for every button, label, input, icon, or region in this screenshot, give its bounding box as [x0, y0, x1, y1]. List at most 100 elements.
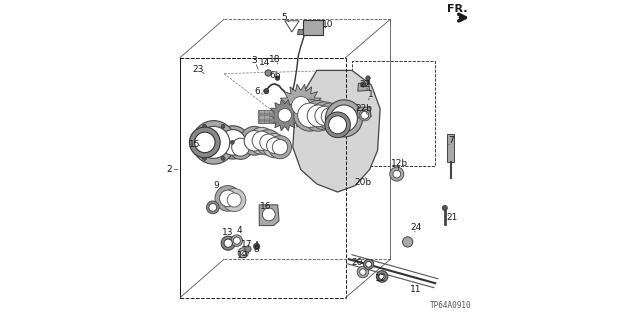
Circle shape	[260, 134, 276, 151]
Polygon shape	[279, 84, 323, 127]
Text: 4: 4	[237, 226, 242, 235]
Circle shape	[364, 259, 374, 269]
Circle shape	[262, 208, 275, 221]
Circle shape	[325, 112, 351, 138]
Text: TP64A0910: TP64A0910	[430, 301, 472, 310]
Text: 8: 8	[254, 245, 259, 254]
Circle shape	[230, 140, 234, 144]
Text: 12b: 12b	[391, 159, 408, 168]
Circle shape	[227, 193, 241, 207]
Circle shape	[206, 201, 220, 214]
Text: 15: 15	[189, 140, 200, 148]
Text: 14: 14	[259, 58, 271, 67]
Circle shape	[264, 89, 269, 94]
Circle shape	[240, 126, 269, 155]
Circle shape	[442, 205, 447, 211]
Circle shape	[359, 109, 371, 121]
Circle shape	[220, 190, 236, 207]
Circle shape	[245, 246, 251, 252]
Text: 23: 23	[193, 65, 204, 74]
Circle shape	[252, 131, 271, 150]
Circle shape	[403, 237, 413, 247]
Circle shape	[192, 121, 236, 164]
Circle shape	[203, 124, 206, 128]
Circle shape	[224, 239, 232, 247]
Text: 2: 2	[167, 165, 172, 174]
Text: 24: 24	[410, 223, 422, 232]
Circle shape	[361, 111, 369, 119]
Circle shape	[267, 138, 283, 154]
Circle shape	[241, 250, 246, 255]
Circle shape	[228, 135, 253, 159]
Polygon shape	[447, 134, 454, 162]
Circle shape	[379, 273, 385, 280]
Circle shape	[366, 261, 371, 267]
Text: 1: 1	[368, 90, 373, 99]
Polygon shape	[269, 100, 301, 131]
Text: 17: 17	[241, 240, 252, 249]
Text: 13: 13	[222, 228, 234, 237]
Text: 20b: 20b	[355, 178, 372, 187]
Circle shape	[331, 105, 357, 132]
Circle shape	[310, 102, 339, 130]
Polygon shape	[259, 205, 279, 226]
Circle shape	[221, 236, 236, 250]
Circle shape	[220, 130, 246, 155]
Text: 11: 11	[410, 285, 421, 294]
Text: 12: 12	[375, 274, 387, 283]
Circle shape	[326, 100, 362, 137]
Circle shape	[360, 82, 366, 87]
Text: 18: 18	[269, 55, 281, 64]
Text: 19: 19	[237, 252, 248, 260]
Polygon shape	[303, 20, 323, 35]
Text: 22: 22	[359, 80, 371, 89]
Circle shape	[253, 243, 260, 250]
Circle shape	[244, 131, 265, 151]
Circle shape	[321, 108, 339, 125]
Circle shape	[376, 271, 388, 282]
Circle shape	[360, 269, 366, 275]
Text: FR.: FR.	[447, 4, 468, 14]
Text: 16: 16	[260, 202, 271, 211]
Circle shape	[329, 116, 347, 134]
Circle shape	[317, 103, 344, 130]
Text: 10: 10	[323, 20, 333, 28]
Text: 21: 21	[446, 213, 458, 222]
Circle shape	[238, 248, 248, 258]
Circle shape	[231, 235, 243, 246]
Circle shape	[189, 127, 220, 158]
Polygon shape	[258, 110, 307, 123]
Polygon shape	[298, 29, 303, 35]
Circle shape	[307, 105, 329, 127]
Circle shape	[361, 111, 369, 119]
Text: 9: 9	[213, 181, 219, 190]
Polygon shape	[358, 83, 370, 91]
Text: 6: 6	[255, 87, 260, 96]
Circle shape	[255, 130, 281, 155]
Circle shape	[298, 103, 322, 127]
Polygon shape	[285, 21, 300, 32]
Circle shape	[393, 170, 401, 178]
Circle shape	[195, 132, 215, 153]
Circle shape	[234, 237, 241, 244]
Circle shape	[215, 186, 241, 211]
Text: 3: 3	[252, 56, 257, 65]
Circle shape	[292, 96, 310, 115]
Circle shape	[221, 124, 225, 128]
Circle shape	[198, 126, 230, 158]
Circle shape	[273, 140, 288, 155]
Circle shape	[294, 99, 326, 131]
Circle shape	[265, 70, 271, 76]
Circle shape	[390, 167, 404, 181]
Circle shape	[193, 140, 197, 144]
Circle shape	[269, 136, 292, 159]
Polygon shape	[292, 70, 380, 192]
Circle shape	[216, 126, 250, 159]
Circle shape	[223, 188, 246, 212]
Circle shape	[366, 76, 370, 80]
Circle shape	[357, 266, 369, 278]
Circle shape	[278, 108, 291, 122]
Circle shape	[232, 138, 250, 156]
Text: 22b: 22b	[355, 104, 372, 113]
Circle shape	[202, 156, 206, 160]
